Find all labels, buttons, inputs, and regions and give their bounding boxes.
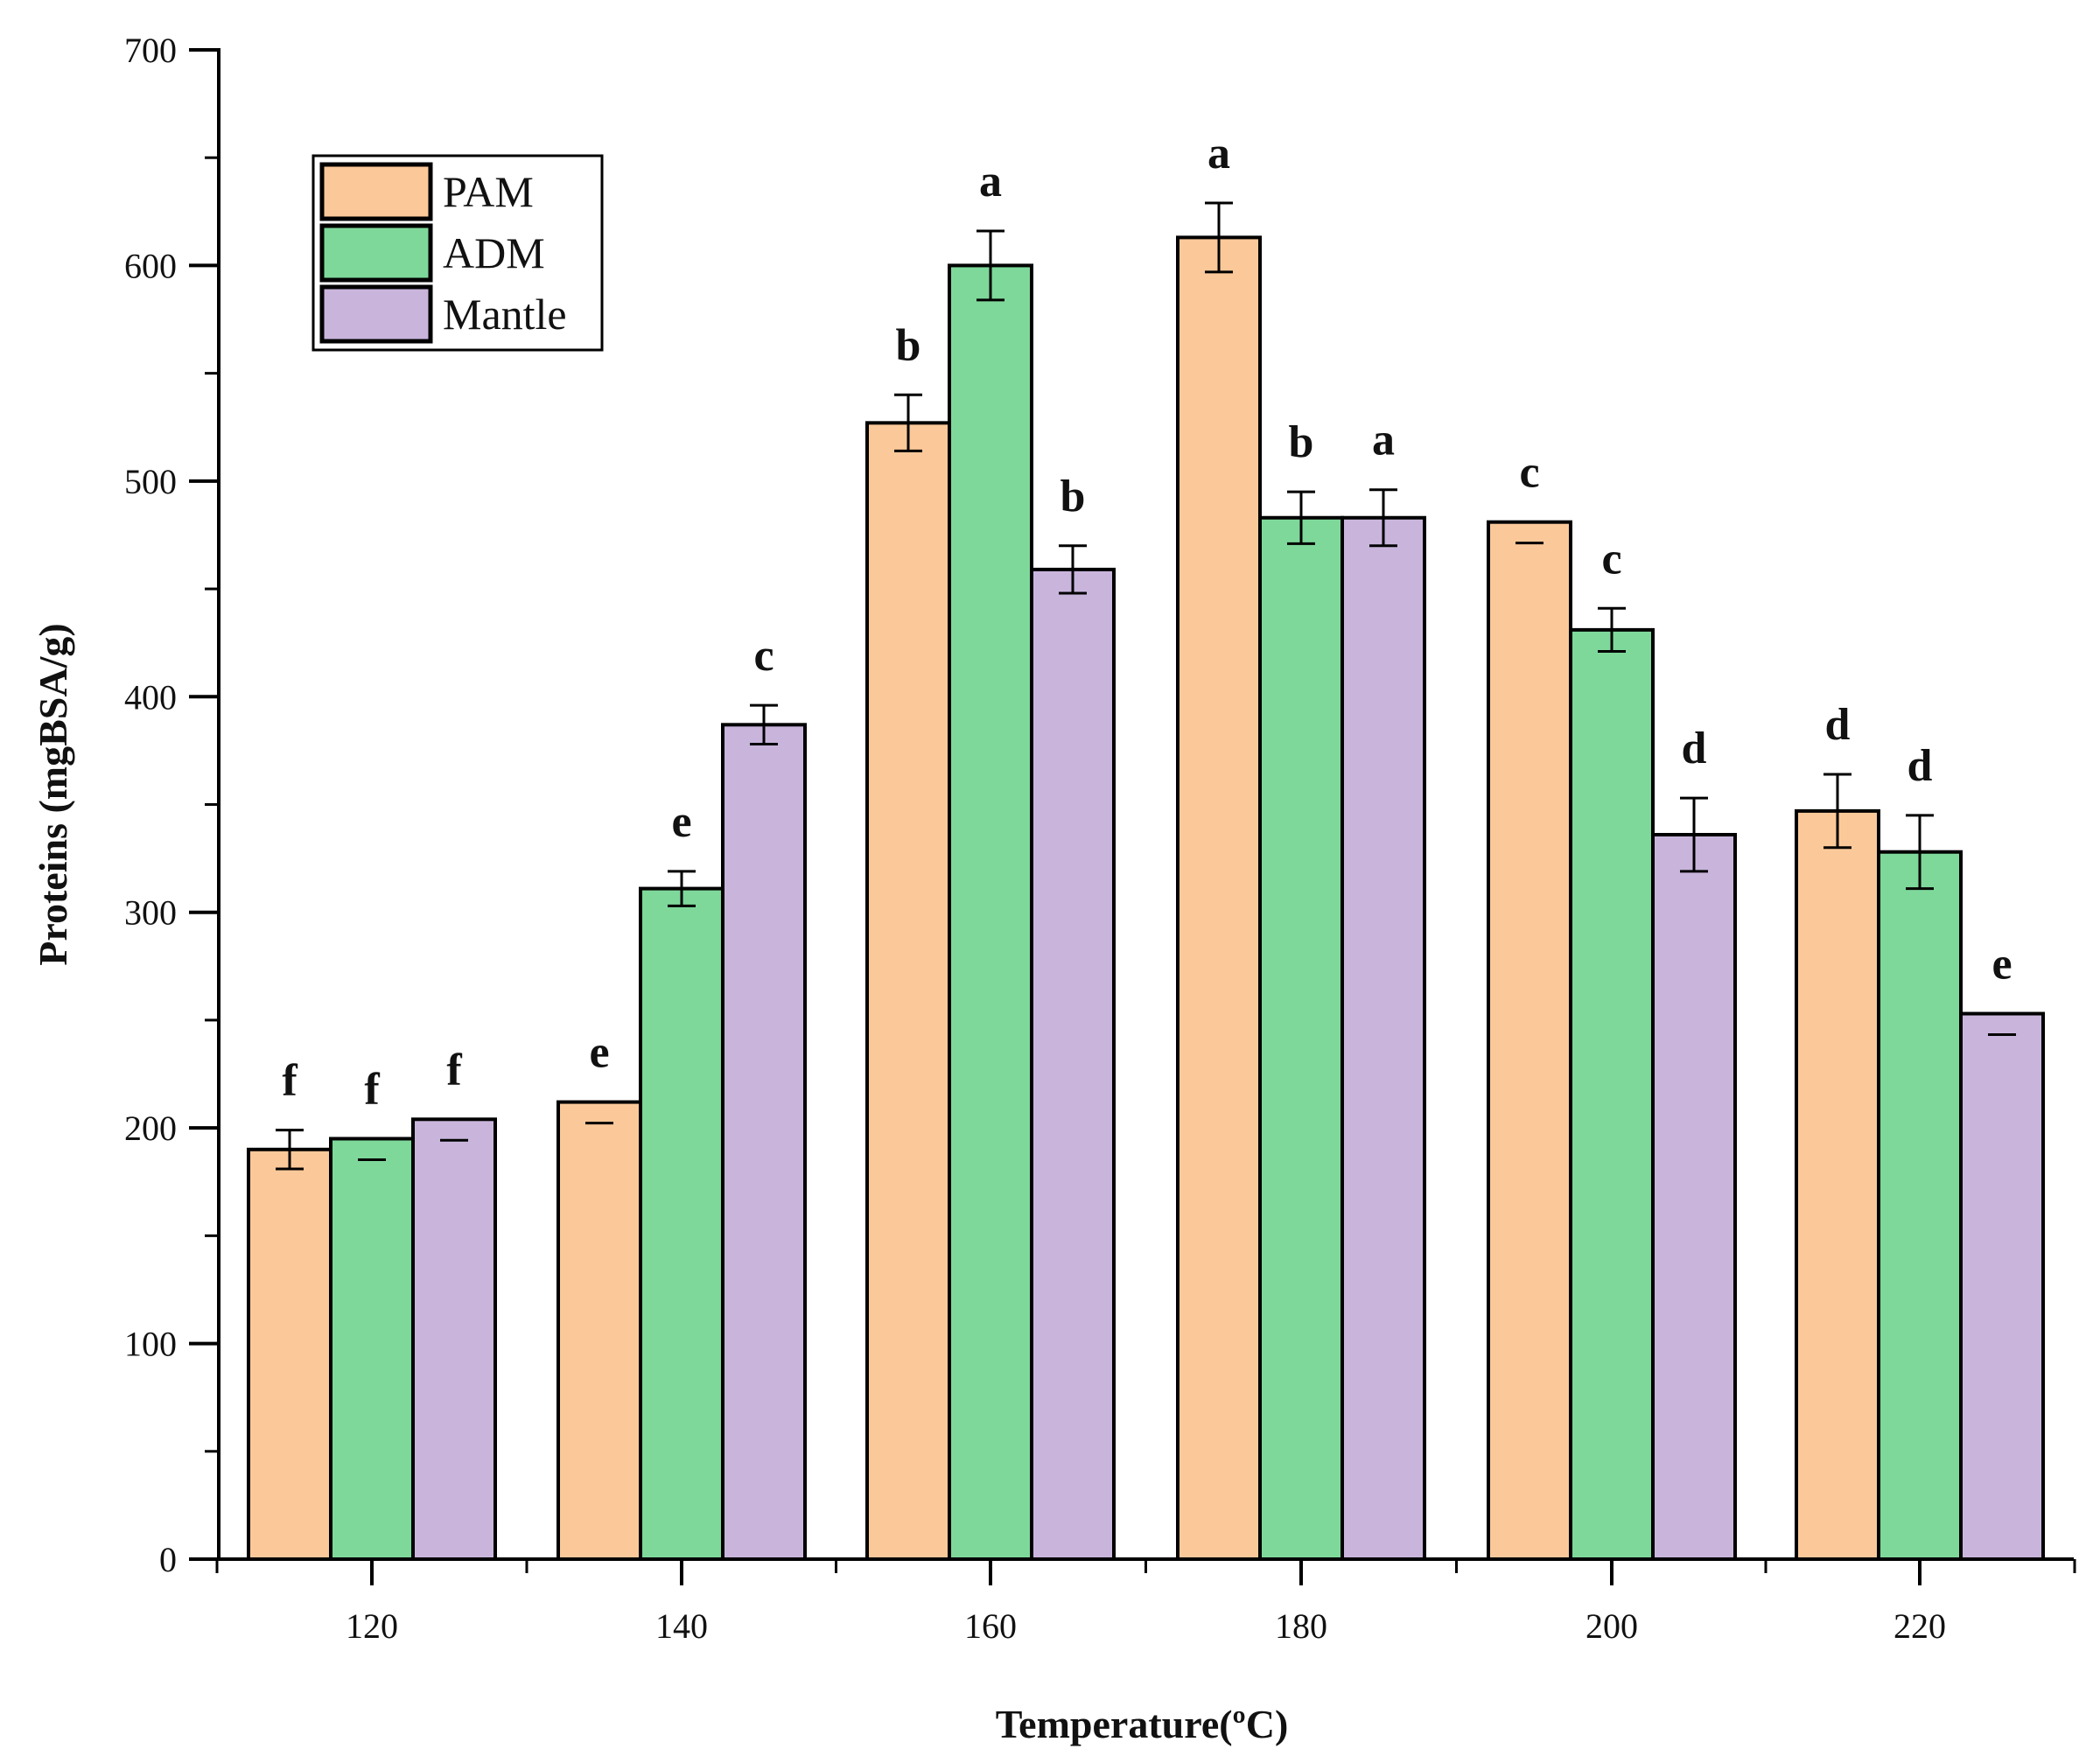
error-bar-pam-180 [1205,201,1233,274]
sig-label-mantle-180: a [1372,416,1395,465]
y-tick-label: 0 [159,1540,177,1579]
legend-label-pam: PAM [443,167,534,216]
y-tick-label: 600 [124,246,177,285]
bar-pam-180 [1176,235,1262,1562]
sig-label-adm-200: c [1601,534,1621,584]
sig-label-pam-180: a [1208,129,1230,178]
sig-label-adm-180: b [1289,417,1314,467]
bar-adm-160 [948,263,1033,1561]
error-bar-pam-120 [276,1129,304,1171]
y-tick-label: 500 [124,462,177,501]
bar-pam-220 [1795,808,1880,1561]
sig-label-mantle-160: b [1060,472,1086,521]
plot-area: 0 100 200 300 400 500 600 700 120 140 160 180 200 220… [124,31,2076,1646]
sig-label-adm-220: d [1908,741,1933,791]
x-tick-label: 120 [346,1606,398,1646]
error-bar-adm-220 [1906,814,1934,891]
legend-swatch-adm [319,223,433,283]
error-bar-pam-160 [894,393,922,452]
sig-label-pam-160: b [896,320,921,370]
bar-pam-120 [247,1147,332,1562]
legend-label-adm: ADM [443,228,545,277]
bar-mantle-180 [1340,515,1426,1561]
bar-mantle-140 [721,723,807,1561]
error-bar-mantle-200 [1680,796,1708,873]
sig-label-pam-120: f [282,1056,298,1106]
sig-label-pam-200: c [1519,448,1539,498]
sig-label-mantle-120: f [446,1045,462,1095]
sig-label-adm-160: a [979,157,1002,206]
bar-adm-200 [1569,627,1655,1562]
legend-swatch-pam [319,162,433,221]
error-bar-pam-220 [1824,773,1852,850]
bar-pam-160 [865,421,951,1562]
y-tick-label: 400 [124,677,177,717]
error-bar-mantle-140 [750,703,778,745]
bar-mantle-160 [1030,567,1116,1562]
error-bar-adm-200 [1598,606,1626,654]
sig-label-adm-120: f [364,1064,380,1114]
x-tick-label: 140 [655,1606,708,1646]
legend-swatch-mantle [319,284,433,344]
sig-label-mantle-140: c [753,631,774,681]
x-tick-label: 220 [1894,1606,1946,1646]
x-tick-label: 160 [964,1606,1017,1646]
sig-label-mantle-220: e [1992,940,2012,990]
bar-pam-140 [556,1100,642,1561]
bar-mantle-220 [1959,1011,2045,1562]
y-tick-label: 700 [124,31,177,70]
bar-mantle-120 [411,1117,497,1562]
legend: PAM ADM Mantle [312,154,604,352]
bar-adm-120 [329,1137,415,1561]
bar-adm-220 [1877,850,1963,1561]
x-tick-label: 180 [1275,1606,1327,1646]
sig-label-adm-140: e [671,797,691,847]
bar-mantle-200 [1651,833,1737,1561]
y-tick-label: 200 [124,1109,177,1148]
y-tick-label: 300 [124,893,177,933]
legend-label-mantle: Mantle [443,290,567,339]
error-bar-adm-160 [976,229,1004,302]
y-tick-label: 100 [124,1325,177,1364]
sig-label-mantle-200: d [1682,724,1707,773]
x-tick-label: 200 [1586,1606,1638,1646]
bar-adm-180 [1258,515,1344,1561]
bar-pam-200 [1487,520,1572,1561]
bar-adm-140 [639,886,724,1561]
error-bar-mantle-160 [1059,544,1087,595]
sig-label-pam-220: d [1825,700,1851,750]
error-bar-adm-140 [668,870,696,907]
error-bar-adm-180 [1287,490,1315,545]
error-bar-mantle-180 [1369,488,1397,548]
sig-label-pam-140: e [589,1028,609,1078]
y-axis-title: Proteins (mgBSA/g) [31,623,75,965]
x-axis-title: Temperature(ºC) [996,1702,1289,1746]
